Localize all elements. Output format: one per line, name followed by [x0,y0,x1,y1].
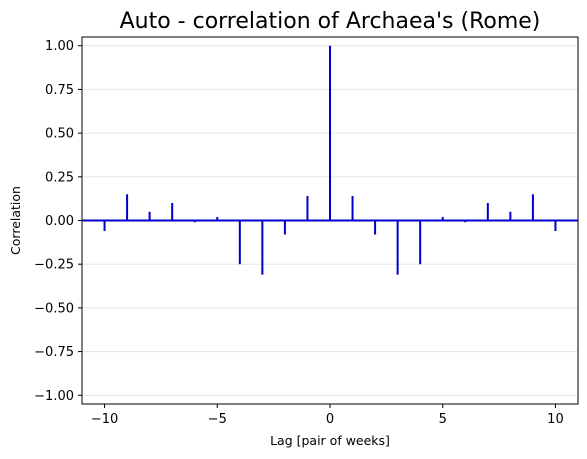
y-tick-label: 1.00 [45,39,74,54]
y-tick-label: 0.00 [45,214,74,229]
y-tick-label: 0.75 [45,83,74,98]
y-tick-label: −1.00 [34,389,74,404]
x-tick-label: 5 [439,412,447,427]
y-tick-label: −0.50 [34,301,74,316]
x-axis-ticks: −10 −5 0 5 10 [91,404,564,427]
x-tick-label: −5 [208,412,227,427]
y-tick-label: 0.25 [45,170,74,185]
y-tick-label: −0.25 [34,258,74,273]
x-tick-label: 10 [547,412,564,427]
y-axis-ticks: −1.00 −0.75 −0.50 −0.25 0.00 0.25 0.50 0.75 1.00 [34,39,82,404]
y-axis-label: Correlation [8,186,23,255]
y-tick-label: 0.50 [45,127,74,142]
chart-title: Auto - correlation of Archaea's (Rome) [120,9,541,34]
x-tick-label: −10 [91,412,118,427]
stem-bars [103,45,557,275]
y-tick-label: −0.75 [34,345,74,360]
x-axis-label: Lag [pair of weeks] [270,433,390,448]
x-tick-label: 0 [326,412,334,427]
